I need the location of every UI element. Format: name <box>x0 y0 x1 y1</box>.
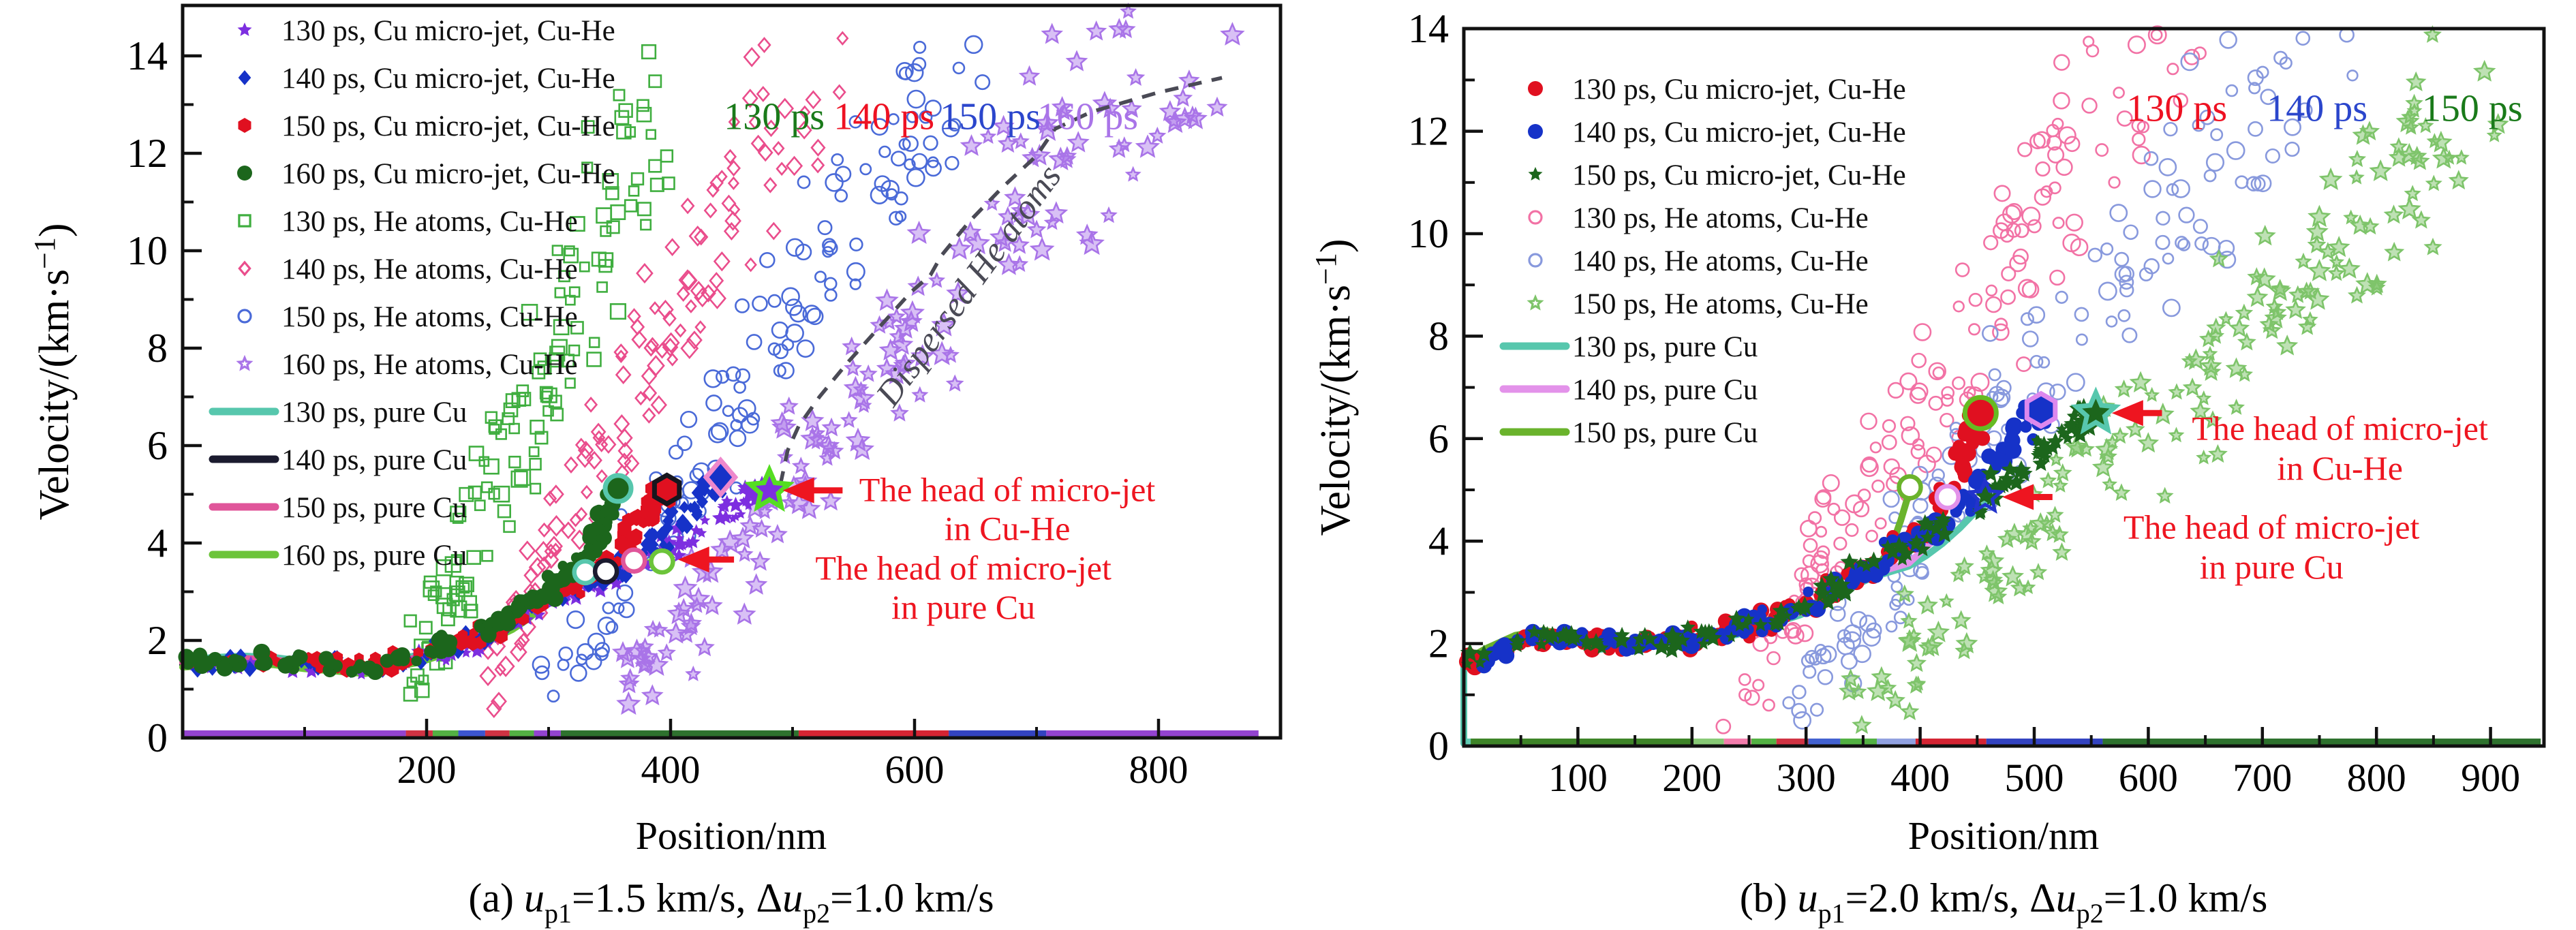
panel-a-jet-head-markers-cuhe <box>602 456 795 512</box>
legend-label: 130 ps, pure Cu <box>1572 331 1758 363</box>
legend-label: 150 ps, He atoms, Cu-He <box>281 301 578 333</box>
y-tick-label: 0 <box>147 715 168 760</box>
time-label: 140 ps <box>2267 88 2367 130</box>
x-tick-label: 800 <box>2347 756 2406 800</box>
legend-label: 130 ps, He atoms, Cu-He <box>1572 202 1869 234</box>
panel-a-axes: 200 400 600 800 0 2 4 6 8 10 12 14 <box>127 3 1283 792</box>
dispersed-he-atoms-label: Dispersed He atoms <box>868 158 1069 414</box>
x-tick-label: 400 <box>1890 756 1950 800</box>
time-label: 130 ps <box>724 95 825 138</box>
y-axis-title: Velocity/(km·s−1) <box>1309 239 1359 536</box>
panel-b-time-labels: 130 ps 140 ps 150 ps <box>2126 88 2522 130</box>
annotation-text-line: The head of micro-jet <box>859 471 1156 509</box>
annotation-arrow-icon <box>2111 400 2143 427</box>
y-tick-label: 2 <box>1428 621 1449 666</box>
x-tick-label: 500 <box>2005 756 2064 800</box>
legend-label: 140 ps, pure Cu <box>281 444 467 476</box>
annotation-text-line: The head of micro-jet <box>2192 409 2488 447</box>
panel-caption: (a) up1=1.5 km/s, Δup2=1.0 km/s <box>468 875 994 929</box>
y-tick-label: 14 <box>1408 6 1449 51</box>
legend-label: 150 ps, Cu micro-jet, Cu-He <box>1572 159 1906 191</box>
x-tick-label: 300 <box>1777 756 1836 800</box>
panel-a-zero-velocity-band <box>183 730 1259 737</box>
y-tick-label: 14 <box>127 33 168 78</box>
time-label: 130 ps <box>2126 88 2227 130</box>
legend-label: 140 ps, pure Cu <box>1572 374 1758 406</box>
y-tick-label: 8 <box>147 326 168 371</box>
x-axis-title: Position/nm <box>636 813 827 858</box>
panel-b-jet-head-markers-purecu <box>1897 474 2005 514</box>
y-tick-label: 6 <box>1428 416 1449 461</box>
y-tick-label: 4 <box>147 521 168 565</box>
y-tick-label: 4 <box>1428 518 1449 563</box>
legend-label: 150 ps, pure Cu <box>1572 417 1758 449</box>
y-tick-label: 2 <box>147 618 168 663</box>
y-axis-title: Velocity/(km·s−1) <box>28 223 78 521</box>
x-tick-label: 600 <box>885 747 945 792</box>
legend-label: 140 ps, Cu micro-jet, Cu-He <box>281 63 615 95</box>
y-tick-label: 12 <box>127 131 168 176</box>
x-tick-label: 400 <box>641 747 701 792</box>
legend-label: 130 ps, Cu micro-jet, Cu-He <box>281 15 615 47</box>
legend-label: 160 ps, Cu micro-jet, Cu-He <box>281 158 615 190</box>
annotation-arrow-icon <box>782 477 814 503</box>
panel-a-jet-head-markers-purecu <box>572 547 675 586</box>
panel-caption: (b) up1=2.0 km/s, Δup2=1.0 km/s <box>1740 875 2268 929</box>
annotation-arrow-icon <box>677 546 709 573</box>
annotation-arrow-icon <box>2002 484 2034 510</box>
x-tick-label: 700 <box>2233 756 2292 800</box>
x-tick-label: 600 <box>2119 756 2178 800</box>
legend-label: 140 ps, Cu micro-jet, Cu-He <box>1572 117 1906 149</box>
legend-label: 140 ps, He atoms, Cu-He <box>1572 245 1869 277</box>
y-tick-label: 6 <box>147 423 168 468</box>
x-tick-label: 100 <box>1548 756 1608 800</box>
legend-label: 130 ps, Cu micro-jet, Cu-He <box>1572 74 1906 106</box>
x-tick-label: 200 <box>397 747 457 792</box>
legend-label: 150 ps, pure Cu <box>281 492 467 524</box>
annotation-text-line: in Cu-He <box>2277 449 2403 487</box>
annotation-text-line: in pure Cu <box>2200 548 2344 586</box>
y-tick-label: 10 <box>127 228 168 273</box>
panel-b-axes: 100 200 300 400 500 600 700 800 900 0 2 4 6 8 10 12 14 <box>1408 6 2546 800</box>
y-tick-label: 10 <box>1408 211 1449 256</box>
legend-label: 140 ps, He atoms, Cu-He <box>281 253 578 285</box>
time-label: 160 ps <box>1037 95 1138 138</box>
legend-label: 160 ps, pure Cu <box>281 540 467 572</box>
y-tick-label: 12 <box>1408 109 1449 154</box>
legend-label: 130 ps, He atoms, Cu-He <box>281 206 578 238</box>
panel-b-cu-microjet-scatter <box>1458 398 2102 676</box>
time-label: 150 ps <box>2422 88 2523 130</box>
x-axis-title: Position/nm <box>1908 813 2099 858</box>
legend-label: 130 ps, pure Cu <box>281 397 467 429</box>
panel-a-legend: 130 ps, Cu micro-jet, Cu-He 140 ps, Cu mi… <box>209 15 615 572</box>
annotation-text-line: in Cu-He <box>945 510 1071 548</box>
panel-b-jet-head-markers-cuhe <box>1962 386 2121 435</box>
annotation-text-line: The head of micro-jet <box>815 549 1111 587</box>
legend-label: 160 ps, He atoms, Cu-He <box>281 349 578 381</box>
annotation-text-line: The head of micro-jet <box>2123 508 2420 546</box>
annotation-text-line: in pure Cu <box>891 588 1035 626</box>
x-tick-label: 200 <box>1662 756 1721 800</box>
panel-b-legend: 130 ps, Cu micro-jet, Cu-He 140 ps, Cu mi… <box>1499 74 1906 449</box>
legend-label: 150 ps, He atoms, Cu-He <box>1572 288 1869 320</box>
y-tick-label: 8 <box>1428 313 1449 358</box>
x-tick-label: 900 <box>2461 756 2520 800</box>
y-tick-label: 0 <box>1428 724 1449 769</box>
legend-label: 150 ps, Cu micro-jet, Cu-He <box>281 110 615 142</box>
time-label: 140 ps <box>833 95 934 138</box>
panel-b-zero-velocity-band <box>1464 739 2541 745</box>
time-label: 150 ps <box>940 95 1041 138</box>
x-tick-label: 800 <box>1129 747 1189 792</box>
